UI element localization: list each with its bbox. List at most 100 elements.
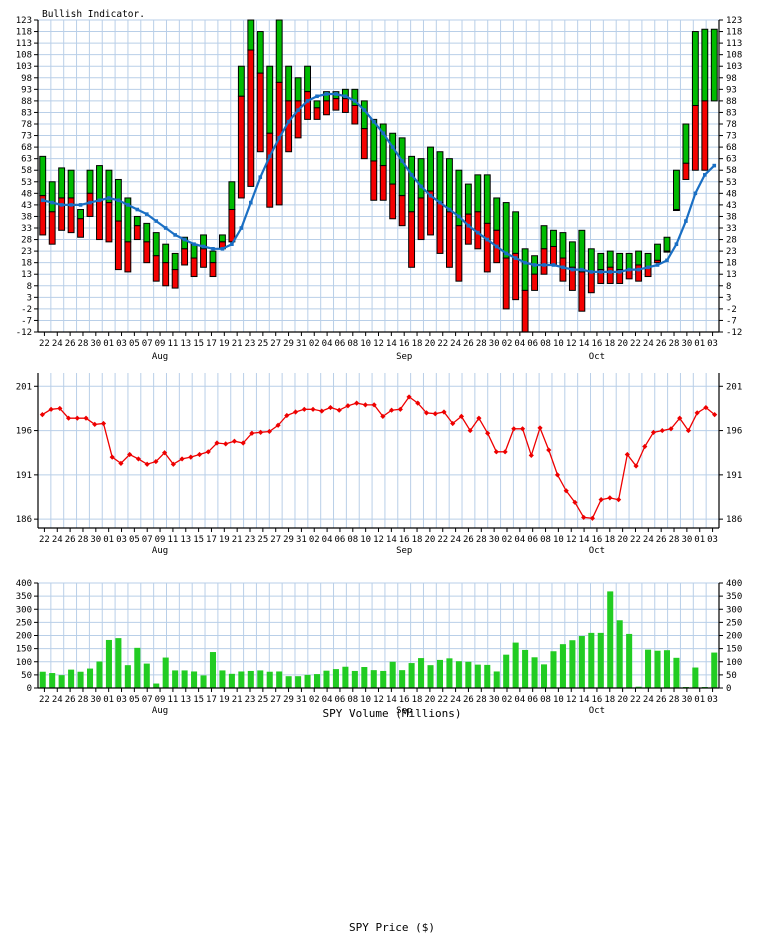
price-point-marker [127, 451, 133, 458]
moving-average-point [371, 119, 376, 124]
bar-lower [171, 269, 179, 289]
y-axis-label-left: 23 [21, 247, 32, 257]
x-axis-label: 02 [502, 535, 513, 545]
bar-upper [256, 31, 264, 74]
x-axis-label: 20 [617, 339, 628, 349]
x-axis-label: 10 [360, 535, 371, 545]
x-axis-label: 12 [566, 339, 577, 349]
x-axis-label: 16 [399, 695, 410, 705]
x-axis-label: 04 [322, 339, 333, 349]
price-point-marker [572, 499, 578, 505]
x-axis-label: 25 [257, 535, 268, 545]
volume-bar [626, 633, 633, 688]
x-axis-label: 31 [296, 695, 307, 705]
bar-lower [673, 209, 680, 212]
moving-average-point [674, 242, 679, 246]
x-axis-label: 30 [90, 535, 101, 545]
bar-lower [682, 162, 690, 180]
x-axis-label: 21 [232, 339, 243, 349]
x-axis-label: 03 [707, 695, 718, 705]
y-axis-label-right: 196 [726, 427, 742, 437]
y-axis-label-left: 113 [16, 39, 32, 49]
bar-lower [531, 273, 538, 291]
bar-upper [86, 169, 94, 194]
bar-lower [512, 252, 520, 301]
bar-lower [606, 266, 614, 284]
moving-average-point [97, 198, 102, 203]
volume-bar [115, 638, 122, 688]
price-point-marker [528, 452, 534, 458]
volume-bar [276, 671, 283, 688]
y-axis-label-right: 100 [726, 658, 742, 668]
moving-average-point [211, 247, 215, 251]
bar-upper [644, 252, 652, 268]
bar-lower [237, 95, 245, 199]
price-point-marker [476, 415, 482, 421]
x-axis-label: 28 [669, 535, 680, 545]
bar-upper [474, 174, 482, 213]
x-axis-label: 27 [270, 339, 281, 349]
x-axis-label: 26 [463, 339, 474, 349]
x-axis-label: 08 [347, 695, 358, 705]
y-axis-label-left: 201 [16, 382, 32, 392]
y-axis-label-left: 18 [21, 259, 32, 269]
bar-lower [616, 269, 624, 284]
volume-bar [673, 657, 680, 688]
x-axis-label: 25 [257, 695, 268, 705]
y-axis-label-left: 88 [21, 97, 32, 107]
y-axis-label-left: 350 [16, 592, 32, 602]
bar-upper [587, 248, 595, 273]
volume-bar [531, 657, 538, 688]
bar-lower [408, 211, 416, 268]
x-axis-label: 23 [245, 695, 256, 705]
y-axis-label-right: 350 [726, 592, 742, 602]
y-axis-label-left: 63 [21, 155, 32, 165]
x-axis-label: 23 [245, 339, 256, 349]
bar-lower [568, 266, 576, 291]
volume-bar [522, 649, 529, 688]
y-axis-label-left: 48 [21, 189, 32, 199]
x-axis-label: 05 [129, 695, 140, 705]
bar-upper [304, 65, 311, 93]
moving-average-point [551, 263, 556, 267]
y-axis-label-left: 50 [21, 671, 32, 681]
y-axis-label-right: 200 [726, 632, 742, 642]
x-axis-label: 11 [167, 535, 178, 545]
volume-bar [465, 661, 472, 688]
bar-upper [58, 167, 66, 199]
volume-bar [323, 670, 330, 688]
moving-average-point [693, 191, 698, 196]
bar-lower [464, 213, 472, 245]
x-axis-label: 28 [476, 695, 487, 705]
price-point-marker [170, 461, 176, 467]
x-axis-label: 26 [656, 535, 667, 545]
bar-lower [162, 262, 170, 287]
y-axis-label-right: 43 [726, 201, 737, 211]
bar-lower [48, 211, 56, 245]
x-axis-label: 24 [450, 339, 461, 349]
price-point-marker [624, 451, 630, 458]
y-axis-label-left: 98 [21, 74, 32, 84]
bar-upper [77, 209, 84, 220]
volume-bar [446, 658, 453, 688]
moving-average-point [40, 198, 45, 203]
y-axis-label-left: 103 [16, 62, 32, 72]
bar-upper [360, 100, 368, 130]
moving-average-point [617, 270, 622, 274]
x-axis-label: 08 [540, 695, 551, 705]
volume-bar [569, 640, 576, 688]
x-axis-label: 30 [489, 695, 500, 705]
x-axis-label: 14 [386, 339, 397, 349]
x-axis-label: 04 [514, 535, 525, 545]
moving-average-point [476, 230, 480, 235]
y-axis-label-left: 250 [16, 618, 32, 628]
x-axis-label: 16 [592, 339, 603, 349]
x-axis-label: 02 [309, 695, 320, 705]
price-point-marker [284, 412, 290, 419]
x-axis-label: 05 [129, 535, 140, 545]
x-axis-label: 07 [142, 695, 153, 705]
y-axis-label-right: 63 [726, 155, 737, 165]
moving-average-point [267, 154, 272, 159]
y-axis-label-left: 3 [27, 293, 32, 303]
moving-average-point [608, 270, 613, 274]
